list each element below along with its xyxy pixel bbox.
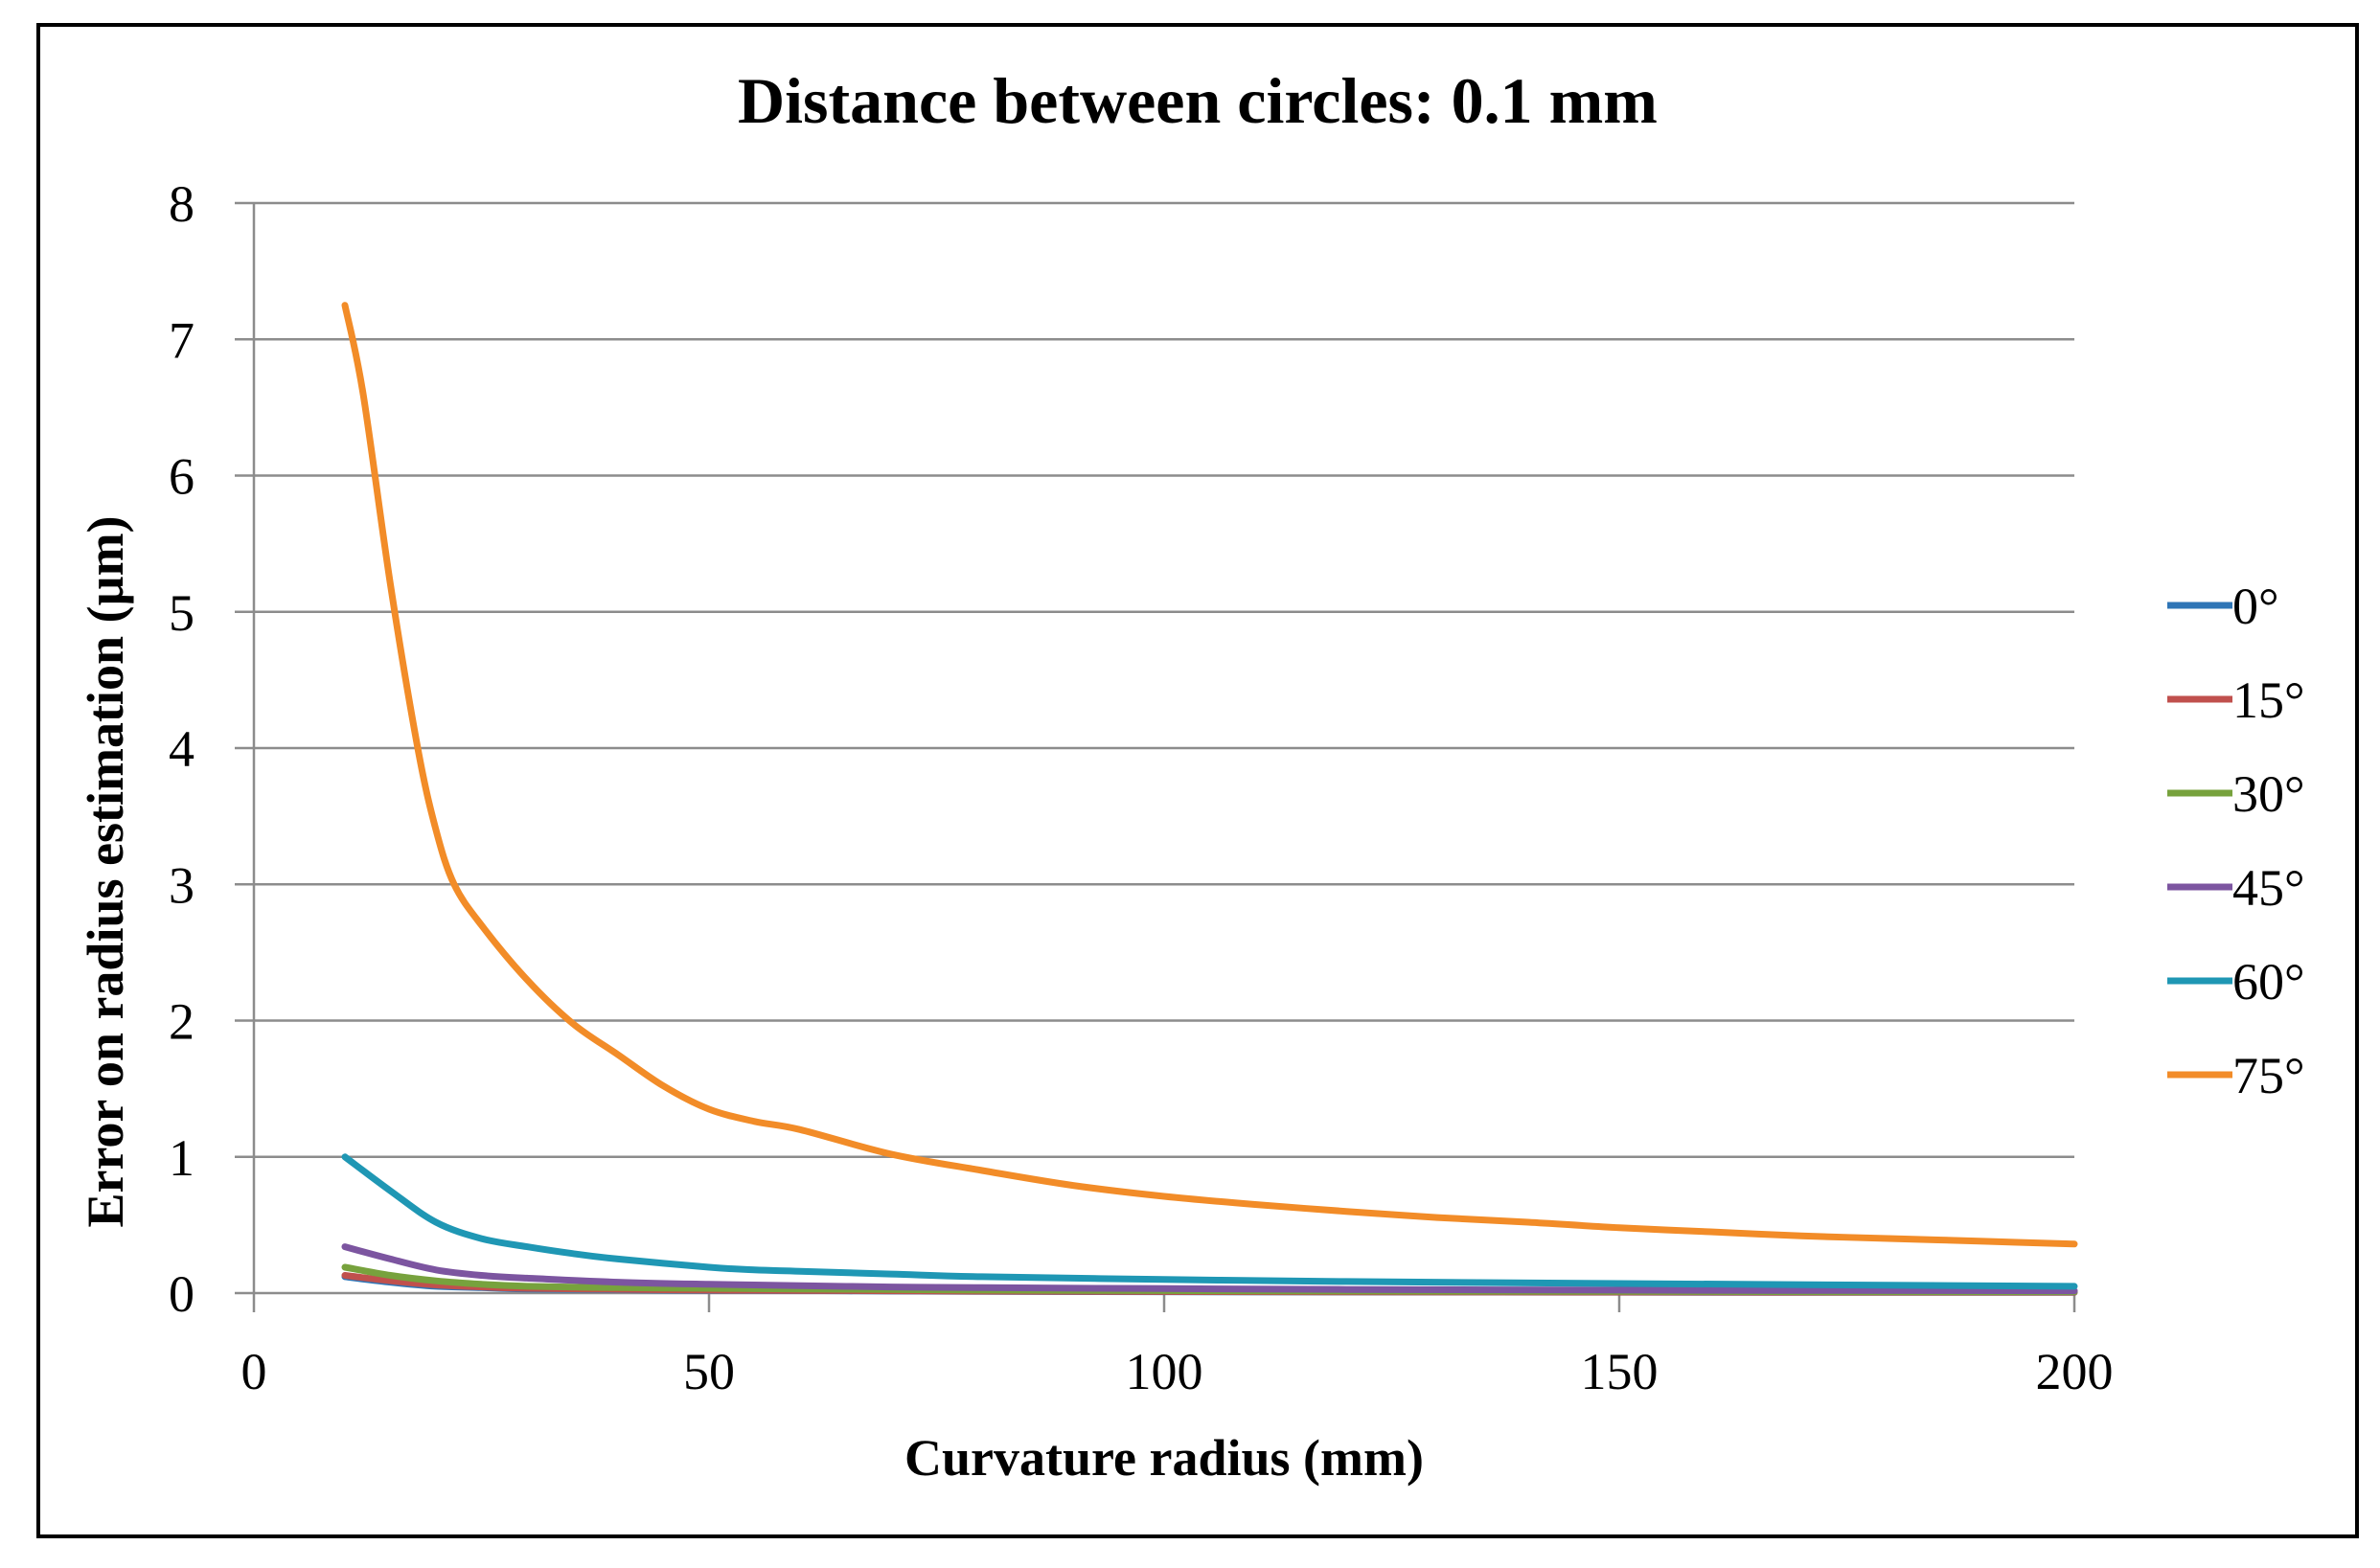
series-line-45deg bbox=[341, 1243, 2078, 1295]
y-tick-label: 5 bbox=[169, 584, 195, 642]
legend-label-75deg: 75° bbox=[2232, 1047, 2305, 1104]
gridlines bbox=[254, 201, 2074, 1158]
x-tick-label: 100 bbox=[1126, 1343, 1203, 1400]
legend-label-60deg: 60° bbox=[2232, 953, 2305, 1011]
y-tick-label: 6 bbox=[169, 448, 195, 506]
legend: 0° 15° 30° 45° 60° 75° bbox=[2167, 578, 2305, 1104]
x-axis-title: Curvature radius (mm) bbox=[904, 1429, 1424, 1487]
x-tick-label: 50 bbox=[683, 1343, 735, 1400]
chart-border bbox=[36, 23, 2359, 1538]
x-tick-label: 200 bbox=[2036, 1343, 2114, 1400]
legend-label-30deg: 30° bbox=[2232, 765, 2305, 823]
x-tick-label: 150 bbox=[1581, 1343, 1659, 1400]
y-tick-label: 7 bbox=[169, 311, 195, 369]
y-tick-label: 2 bbox=[169, 993, 195, 1051]
series-line-75deg bbox=[341, 302, 2078, 1248]
series-line-60deg bbox=[341, 1153, 2078, 1290]
chart-title: Distance between circles: 0.1 mm bbox=[738, 64, 1658, 137]
legend-label-45deg: 45° bbox=[2232, 859, 2305, 917]
y-tick-label: 8 bbox=[169, 175, 195, 233]
tick-labels: 0 1 2 3 4 5 6 7 8 0 50 100 150 200 bbox=[169, 175, 2114, 1400]
y-axis-title: Error on radius estimation (µm) bbox=[77, 515, 134, 1227]
y-tick-label: 3 bbox=[169, 856, 195, 914]
x-tick-label: 0 bbox=[241, 1343, 267, 1400]
y-tick-label: 0 bbox=[169, 1265, 195, 1323]
series-lines bbox=[341, 302, 2078, 1296]
y-tick-label: 4 bbox=[169, 720, 195, 778]
legend-label-15deg: 15° bbox=[2232, 671, 2305, 729]
y-tick-label: 1 bbox=[169, 1129, 195, 1187]
legend-label-0deg: 0° bbox=[2232, 578, 2279, 635]
